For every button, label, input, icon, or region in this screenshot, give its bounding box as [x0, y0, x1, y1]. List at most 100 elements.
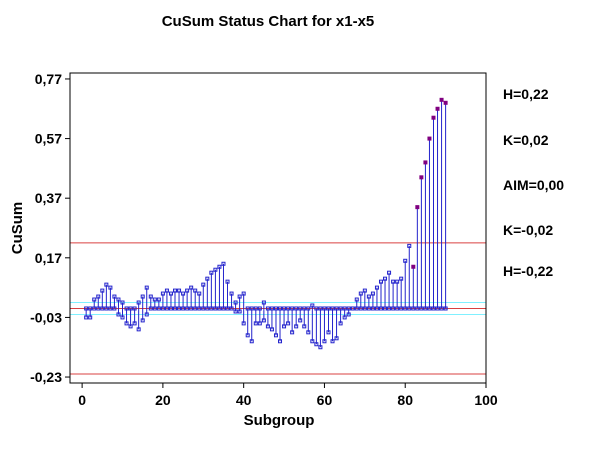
point-s1-55: [302, 324, 307, 329]
point-s0-68: [354, 297, 359, 302]
point-s0-78: [395, 279, 400, 284]
point-s0-25: [181, 291, 186, 296]
point-s1-40: [241, 321, 246, 326]
point-s0-4: [96, 294, 101, 299]
point-s1-33: [213, 306, 218, 311]
point-s1-60: [322, 339, 327, 344]
point-s1-39: [237, 309, 242, 314]
point-s1-52: [290, 330, 295, 335]
point-s1-56: [306, 330, 311, 335]
point-s1-25: [181, 306, 186, 311]
point-s1-13: [132, 321, 137, 326]
point-s1-50: [282, 324, 287, 329]
point-s1-85: [423, 306, 428, 311]
point-s0-45: [261, 300, 266, 305]
point-s0-39: [237, 294, 242, 299]
point-s1-4: [96, 306, 101, 311]
point-s0-85: [423, 160, 428, 165]
point-s0-3: [92, 297, 97, 302]
point-s1-51: [286, 321, 291, 326]
point-s0-83: [415, 205, 420, 210]
point-s0-71: [366, 294, 371, 299]
point-s0-81: [407, 243, 412, 248]
x-tick-label: 60: [317, 392, 333, 408]
point-s1-44: [257, 321, 262, 326]
point-s0-36: [225, 279, 230, 284]
point-s1-69: [358, 306, 363, 311]
axes: 0 20 40 60 80 100 -0,23 -0,03 0,17 0,37 0,57 0,77: [30, 71, 498, 408]
point-s1-90: [443, 306, 448, 311]
y-tick-label: 0,77: [35, 71, 62, 87]
point-s1-77: [391, 306, 396, 311]
point-s1-89: [439, 306, 444, 311]
point-s0-17: [148, 294, 153, 299]
point-s1-21: [164, 306, 169, 311]
point-s1-84: [419, 306, 424, 311]
point-s1-35: [221, 306, 226, 311]
point-s0-37: [229, 291, 234, 296]
point-s1-29: [197, 306, 202, 311]
point-s1-54: [298, 318, 303, 323]
point-s1-9: [116, 312, 121, 317]
point-s1-23: [173, 306, 178, 311]
point-s1-6: [104, 306, 109, 311]
point-s1-76: [387, 306, 392, 311]
point-s1-86: [427, 306, 432, 311]
annotation-0: H=0,22: [503, 86, 549, 102]
point-s1-81: [407, 306, 412, 311]
point-s1-42: [249, 339, 254, 344]
point-s0-69: [358, 291, 363, 296]
plot-frame: [69, 72, 487, 384]
point-s1-65: [342, 315, 347, 320]
point-s1-28: [193, 306, 198, 311]
y-tick-label: -0,03: [30, 309, 62, 325]
annotation-3: K=-0,02: [503, 222, 553, 238]
point-s0-87: [431, 115, 436, 120]
point-s0-38: [233, 300, 238, 305]
point-s1-32: [209, 306, 214, 311]
point-s1-18: [152, 306, 157, 311]
x-tick-label: 40: [236, 392, 252, 408]
point-s1-74: [378, 306, 383, 311]
point-s1-16: [144, 312, 149, 317]
point-s1-19: [156, 306, 161, 311]
point-s0-73: [374, 285, 379, 290]
point-s1-34: [217, 306, 222, 311]
point-s1-41: [245, 333, 250, 338]
point-s0-75: [383, 276, 388, 281]
point-s1-63: [334, 336, 339, 341]
point-s1-37: [229, 306, 234, 311]
point-s0-72: [370, 291, 375, 296]
point-s1-7: [108, 306, 113, 311]
point-s1-43: [253, 321, 258, 326]
point-s0-16: [144, 285, 149, 290]
point-s0-21: [164, 288, 169, 293]
annotation-1: K=0,02: [503, 132, 549, 148]
point-s1-64: [338, 321, 343, 326]
point-s1-59: [318, 345, 323, 350]
point-s0-15: [140, 294, 145, 299]
point-s0-22: [168, 291, 173, 296]
point-s0-35: [221, 261, 226, 266]
point-s0-57: [310, 303, 315, 308]
point-s1-20: [160, 306, 165, 311]
point-s0-14: [136, 300, 141, 305]
point-s1-61: [326, 330, 331, 335]
point-s1-14: [136, 327, 141, 332]
point-s1-67: [350, 306, 355, 311]
annotation-2: AIM=0,00: [503, 177, 564, 193]
point-s1-83: [415, 306, 420, 311]
y-tick-label: 0,17: [35, 250, 62, 266]
control-limit-annotations: H=0,22 K=0,02 AIM=0,00 K=-0,02 H=-0,22: [503, 86, 564, 279]
point-s1-12: [128, 324, 133, 329]
point-s1-8: [112, 306, 117, 311]
x-tick-label: 100: [474, 392, 498, 408]
point-s1-49: [278, 339, 283, 344]
point-s1-82: [411, 306, 416, 311]
point-s0-90: [443, 100, 448, 105]
point-s0-10: [120, 300, 125, 305]
point-s1-48: [273, 333, 278, 338]
y-tick-label: -0,23: [30, 369, 62, 385]
point-s1-66: [346, 312, 351, 317]
point-s0-40: [241, 291, 246, 296]
